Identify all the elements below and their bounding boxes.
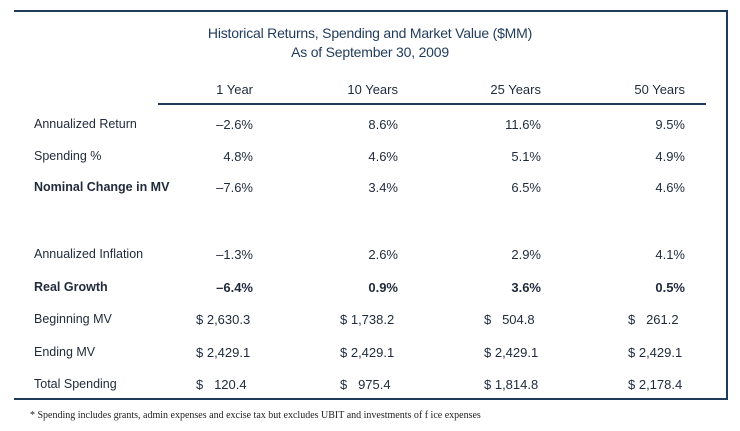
column-header-50-years: 50 Years — [634, 82, 685, 97]
row-label-nominal-change: Nominal Change in MV — [34, 180, 170, 194]
cell-ending-mv-50y: $ 2,429.1 — [628, 345, 683, 360]
cell-real-growth-50y: 0.5% — [655, 280, 685, 295]
cell-nominal-change-1y: –7.6% — [216, 180, 253, 195]
cell-spending-pct-1y: 4.8% — [223, 149, 253, 164]
cell-beginning-mv-10y: $ 1,738.2 — [340, 312, 395, 327]
cell-nominal-change-50y: 4.6% — [655, 180, 685, 195]
row-label-beginning-mv: Beginning MV — [34, 312, 112, 326]
cell-annualized-return-10y: 8.6% — [368, 117, 398, 132]
row-label-spending-pct: Spending % — [34, 149, 102, 163]
cell-real-growth-1y: –6.4% — [216, 280, 253, 295]
header-rule — [158, 103, 706, 105]
cell-total-spending-50y: $ 2,178.4 — [628, 377, 683, 392]
row-label-annualized-inflation: Annualized Inflation — [34, 247, 144, 261]
cell-inflation-1y: –1.3% — [216, 247, 253, 262]
cell-real-growth-10y: 0.9% — [368, 280, 398, 295]
row-label-real-growth: Real Growth — [34, 280, 108, 294]
cell-beginning-mv-50y: $ 261.2 — [628, 312, 679, 327]
cell-total-spending-10y: $ 975.4 — [340, 377, 391, 392]
row-label-total-spending: Total Spending — [34, 377, 117, 391]
cell-annualized-return-50y: 9.5% — [655, 117, 685, 132]
cell-annualized-return-25y: 11.6% — [505, 117, 541, 132]
row-label-annualized-return: Annualized Return — [34, 117, 137, 131]
row-label-ending-mv: Ending MV — [34, 345, 96, 359]
footnote: * Spending includes grants, admin expens… — [30, 410, 481, 421]
table-subtitle: As of September 30, 2009 — [291, 44, 449, 60]
cell-annualized-return-1y: –2.6% — [216, 117, 253, 132]
column-header-1-year: 1 Year — [216, 82, 253, 97]
cell-ending-mv-1y: $ 2,429.1 — [196, 345, 251, 360]
table-frame — [14, 10, 728, 400]
column-header-10-years: 10 Years — [347, 82, 398, 97]
column-header-25-years: 25 Years — [490, 82, 541, 97]
cell-nominal-change-10y: 3.4% — [368, 180, 398, 195]
cell-beginning-mv-1y: $ 2,630.3 — [196, 312, 251, 327]
cell-ending-mv-10y: $ 2,429.1 — [340, 345, 395, 360]
table-title: Historical Returns, Spending and Market … — [207, 25, 533, 41]
cell-spending-pct-50y: 4.9% — [655, 149, 685, 164]
cell-real-growth-25y: 3.6% — [511, 280, 541, 295]
cell-spending-pct-25y: 5.1% — [511, 149, 541, 164]
cell-spending-pct-10y: 4.6% — [368, 149, 398, 164]
cell-ending-mv-25y: $ 2,429.1 — [484, 345, 539, 360]
cell-inflation-25y: 2.9% — [511, 247, 541, 262]
cell-total-spending-25y: $ 1,814.8 — [484, 377, 539, 392]
cell-inflation-50y: 4.1% — [655, 247, 685, 262]
cell-nominal-change-25y: 6.5% — [511, 180, 541, 195]
cell-beginning-mv-25y: $ 504.8 — [484, 312, 535, 327]
cell-inflation-10y: 2.6% — [368, 247, 398, 262]
cell-total-spending-1y: $ 120.4 — [196, 377, 247, 392]
